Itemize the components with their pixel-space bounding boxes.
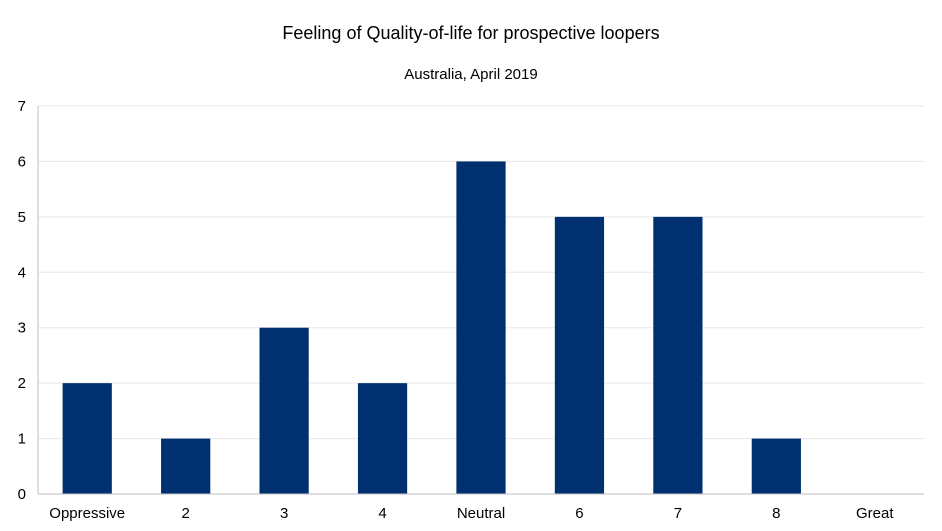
y-tick-label: 0 [18, 486, 26, 503]
x-tick-labels: Oppressive 2 3 4 Neutral 6 7 8 Great [49, 505, 894, 522]
y-tick-labels: 0 1 2 3 4 5 6 7 [18, 98, 26, 503]
bar-3 [259, 327, 309, 494]
y-tick-label: 7 [18, 98, 26, 115]
bar-7 [653, 216, 703, 494]
bar-neutral [456, 161, 506, 494]
x-tick-label: Neutral [457, 505, 505, 522]
bar-oppressive [62, 383, 112, 494]
axes [37, 106, 924, 495]
chart-title: Feeling of Quality-of-life for prospecti… [282, 23, 659, 43]
bar-2 [161, 438, 211, 494]
y-tick-label: 3 [18, 320, 26, 337]
bar-8 [751, 438, 801, 494]
bar-6 [554, 216, 605, 494]
x-tick-label: Great [856, 505, 894, 522]
chart-subtitle: Australia, April 2019 [404, 66, 537, 83]
x-tick-label: Oppressive [49, 505, 125, 522]
x-tick-label: 8 [772, 505, 780, 522]
y-tick-label: 4 [18, 264, 26, 281]
y-tick-label: 5 [18, 209, 26, 226]
bars [62, 161, 801, 494]
x-tick-label: 3 [280, 505, 288, 522]
x-tick-label: 6 [575, 505, 583, 522]
x-tick-label: 2 [181, 505, 189, 522]
x-tick-label: 4 [378, 505, 386, 522]
y-tick-label: 1 [18, 431, 26, 448]
x-tick-label: 7 [674, 505, 682, 522]
y-tick-label: 6 [18, 153, 26, 170]
y-tick-label: 2 [18, 375, 26, 392]
bar-4 [357, 383, 408, 494]
